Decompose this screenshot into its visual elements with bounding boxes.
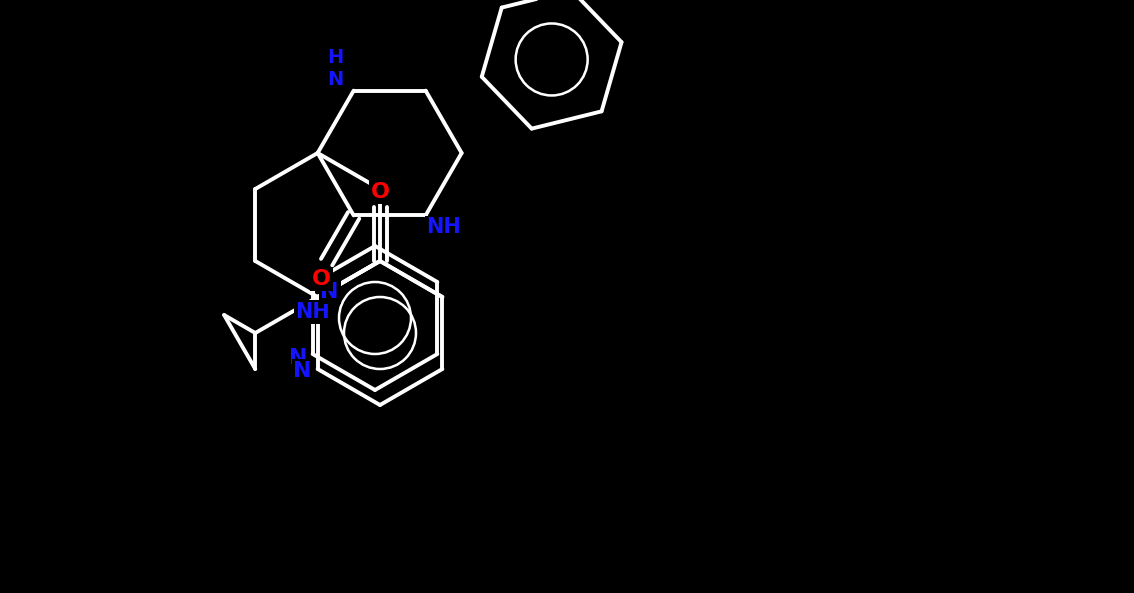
Text: NH: NH [295, 302, 330, 322]
Text: O: O [371, 182, 389, 202]
Text: N: N [294, 361, 312, 381]
Text: N: N [289, 348, 308, 368]
Text: NH: NH [426, 218, 462, 237]
Text: N: N [321, 282, 339, 302]
Text: H
N: H N [328, 48, 344, 89]
Text: O: O [312, 269, 331, 289]
